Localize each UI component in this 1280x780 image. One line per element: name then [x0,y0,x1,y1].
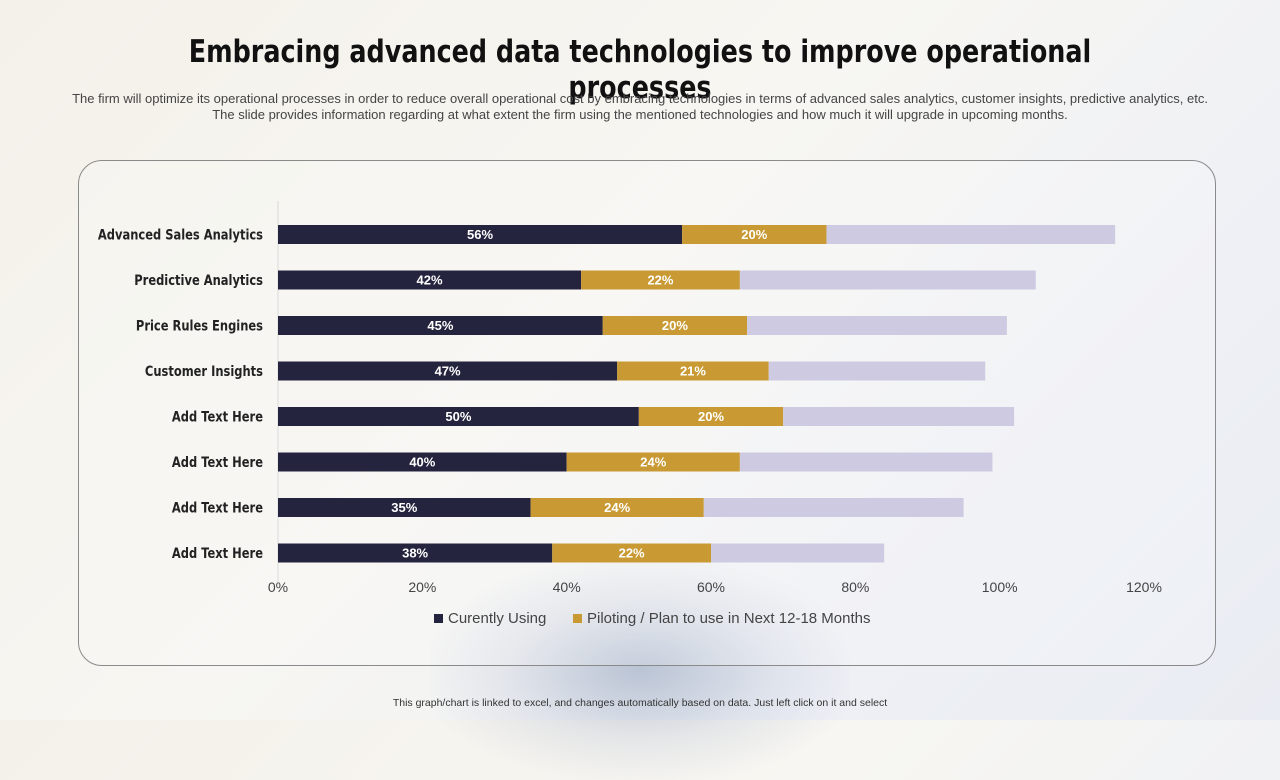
category-label: Price Rules Engines [136,318,263,334]
bar-piloting[interactable] [552,543,711,563]
bar-currently-using[interactable] [278,452,567,472]
x-tick-label: 80% [841,579,869,595]
bar-data-label: 21% [680,364,706,379]
bar-data-label: 56% [467,227,493,242]
bar-data-label: 35% [391,500,417,515]
bar-remainder[interactable] [768,361,986,381]
bar-data-label: 22% [647,273,673,288]
legend-swatch [573,614,582,623]
legend-swatch [434,614,443,623]
bar-data-label: 20% [741,227,767,242]
bar-remainder[interactable] [739,452,993,472]
bar-piloting[interactable] [566,452,740,472]
slide-subtitle: The firm will optimize its operational p… [40,91,1240,123]
bar-data-label: 40% [409,455,435,470]
category-label: Add Text Here [172,546,263,562]
bar-remainder[interactable] [783,407,1015,426]
bar-data-label: 20% [662,318,688,333]
x-tick-label: 0% [268,579,288,595]
legend-label[interactable]: Curently Using [448,610,546,627]
bar-piloting[interactable] [638,407,784,426]
bar-data-label: 22% [619,546,645,561]
x-tick-label: 40% [553,579,581,595]
stacked-bar-chart[interactable]: Advanced Sales Analytics 56% 20% Predictive… [79,161,1217,667]
x-tick-label: 120% [1126,579,1162,595]
legend-label[interactable]: Piloting / Plan to use in Next 12-18 Mon… [587,610,871,627]
bar-data-label: 38% [402,546,428,561]
bar-remainder[interactable] [739,270,1036,290]
bar-currently-using[interactable] [278,270,582,290]
footer-note: This graph/chart is linked to excel, and… [392,697,888,709]
bar-data-label: 47% [435,364,461,379]
category-label: Customer Insights [145,364,263,380]
bar-currently-using[interactable] [278,407,639,426]
bar-data-label: 42% [417,273,443,288]
category-label: Predictive Analytics [134,273,263,289]
bar-piloting[interactable] [617,361,769,381]
category-label: Add Text Here [172,455,263,471]
bar-currently-using[interactable] [278,543,553,563]
bar-remainder[interactable] [747,316,1007,335]
category-label: Add Text Here [172,500,263,516]
bar-data-label: 45% [427,318,453,333]
bar-remainder[interactable] [826,225,1116,244]
category-label: Add Text Here [172,409,263,425]
bar-currently-using[interactable] [278,361,618,381]
bar-piloting[interactable] [602,316,748,335]
bar-piloting[interactable] [581,270,740,290]
bar-currently-using[interactable] [278,225,683,244]
subtitle-line-1: The firm will optimize its operational p… [72,91,1208,106]
bar-currently-using[interactable] [278,498,531,517]
x-tick-label: 60% [697,579,725,595]
slide-title: Embracing advanced data technologies to … [188,34,1092,106]
bar-currently-using[interactable] [278,316,603,335]
x-tick-label: 20% [408,579,436,595]
bar-data-label: 20% [698,409,724,424]
chart-panel[interactable]: Advanced Sales Analytics 56% 20% Predictive… [78,160,1216,666]
subtitle-line-2: The slide provides information regarding… [212,107,1068,122]
bar-remainder[interactable] [711,543,885,563]
x-tick-label: 100% [982,579,1018,595]
category-label: Advanced Sales Analytics [98,227,263,243]
bar-piloting[interactable] [530,498,704,517]
bar-remainder[interactable] [703,498,964,517]
bar-data-label: 24% [604,500,630,515]
bar-piloting[interactable] [682,225,827,244]
bar-data-label: 24% [640,455,666,470]
bar-data-label: 50% [445,409,471,424]
